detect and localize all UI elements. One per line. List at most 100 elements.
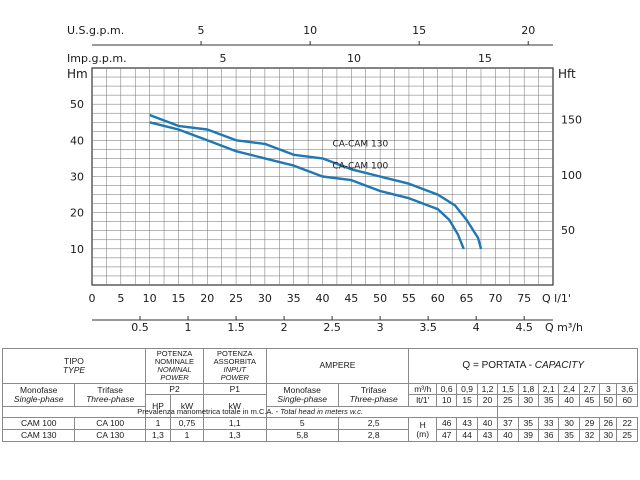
lt-value: 10 [435,394,458,408]
head-value: 35 [558,429,580,443]
head-value: 30 [599,429,618,443]
head-value: 30 [558,417,580,431]
head-value: 32 [578,429,601,443]
x-m3h-tick-label: 1 [185,321,192,334]
curve-label: CA-CAM 130 [333,139,389,149]
x-tick-label: 25 [229,292,243,305]
head-value: 36 [538,429,560,443]
row-cam100-amp-mono: 5 [265,417,339,431]
head-value: 44 [456,429,478,443]
x-usgpm-tick-label: 5 [198,24,205,37]
curve-label: CA-CAM 100 [333,162,389,172]
row-cam130-p1: 1,3 [203,429,267,443]
y-left-tick-label: 30 [70,171,84,184]
x-m3h-tick-label: 2.5 [323,321,341,334]
potenza-nominale-header: POTENZA NOMINALE NOMINAL POWER [144,348,205,384]
m3h-value: 1,5 [497,382,519,396]
m3h-unit: m³/h [408,382,437,396]
x-tick-label: 45 [344,292,358,305]
head-value: 39 [517,429,540,443]
portata-header: Q = PORTATA - CAPACITY [408,348,638,384]
lt-value: 15 [456,394,478,408]
x-tick-label: 75 [517,292,531,305]
x-tick-label: 30 [258,292,272,305]
x-tick-label: 55 [402,292,416,305]
pump-spec-table: TIPO TYPE POTENZA NOMINALE NOMINAL POWER POT… [1,348,638,443]
m3h-value: 0,9 [456,382,478,396]
lt-value: 30 [517,394,540,408]
x-tick-label: 15 [171,292,185,305]
lt-value: 45 [578,394,601,408]
x-tick-label: 0 [89,292,96,305]
y-left-tick-label: 10 [70,243,84,256]
head-value: 33 [538,417,560,431]
head-value: 22 [616,417,638,431]
x-usgpm-tick-label: 20 [521,24,535,37]
head-value: 37 [497,417,519,431]
x-tick-label: 50 [373,292,387,305]
head-value: 29 [578,417,601,431]
lt-value: 20 [476,394,499,408]
row-cam100-hp: 1 [144,417,171,431]
m3h-value: 1,2 [476,382,499,396]
x-m3h-tick-label: 3.5 [419,321,437,334]
y-left-tick-label: 40 [70,134,84,147]
m3h-value: 3,6 [616,382,638,396]
x-m3h-label: Q m³/h [545,321,583,334]
row-cam130-mono: CAM 130 [1,429,76,443]
y-right-tick-label: 100 [561,169,582,182]
x-impgpm-label: Imp.g.p.m. [67,52,127,65]
row-cam100-p1: 1,1 [203,417,267,431]
lt-unit: lt/1' [408,394,437,408]
p1-header: P1 [203,382,267,396]
ampere-mono-header: Monofase Single-phase [265,382,339,408]
head-value: 47 [435,429,458,443]
row-cam100-amp-tri: 2,5 [337,417,410,431]
ampere-header: AMPERE [265,348,410,384]
m3h-value: 2,1 [538,382,560,396]
x-tick-label: 65 [460,292,474,305]
x-m3h-tick-label: 4 [473,321,480,334]
head-value: 25 [616,429,638,443]
lt-value: 40 [558,394,580,408]
y-right-label: Hft [558,67,576,81]
x-impgpm-tick-label: 5 [219,52,226,65]
x-usgpm-label: U.S.g.p.m. [67,24,124,37]
head-value: 43 [456,417,478,431]
x-m3h-tick-label: 3 [377,321,384,334]
monofase-header: Monofase Single-phase [1,382,76,408]
m3h-value: 0,6 [435,382,458,396]
x-tick-label: 20 [200,292,214,305]
y-left-tick-label: 50 [70,98,84,111]
x-tick-label: 35 [287,292,301,305]
grid [91,44,554,321]
x-m3h-tick-label: 4.5 [515,321,533,334]
lt-value: 35 [538,394,560,408]
m3h-value: 1,8 [517,382,540,396]
m3h-value: 2,4 [558,382,580,396]
y-right-tick-label: 150 [561,114,582,127]
x-usgpm-tick-label: 15 [412,24,426,37]
head-value: 40 [497,429,519,443]
x-m3h-tick-label: 0.5 [131,321,149,334]
curve-ca-cam-130 [149,113,483,250]
x-bottom-label: Q l/1' [542,292,571,305]
tipo-header: TIPO TYPE [2,348,146,384]
x-tick-label: 40 [316,292,330,305]
row-cam100-tri: CA 100 [74,417,146,431]
row-cam130-hp: 1,3 [144,429,171,443]
row-cam130-amp-tri: 2,8 [337,429,410,443]
lt-value: 60 [616,394,638,408]
x-impgpm-tick-label: 10 [347,52,361,65]
row-cam100-mono: CAM 100 [1,417,76,431]
head-value: 35 [517,417,540,431]
curves: CA-CAM 130 CA-CAM 100 [149,113,483,250]
h-unit: H (m) [408,417,437,443]
tick-labels: 0 5 10 15 20 25 30 35 40 45 50 55 60 65 70 750.5 1 1.5 2 2.… [70,24,582,334]
row-cam130-tri: CA 130 [74,429,146,443]
lt-value: 25 [497,394,519,408]
trifase-header: Trifase Three-phase [74,382,146,408]
x-impgpm-tick-label: 15 [478,52,492,65]
head-value: 26 [599,417,618,431]
